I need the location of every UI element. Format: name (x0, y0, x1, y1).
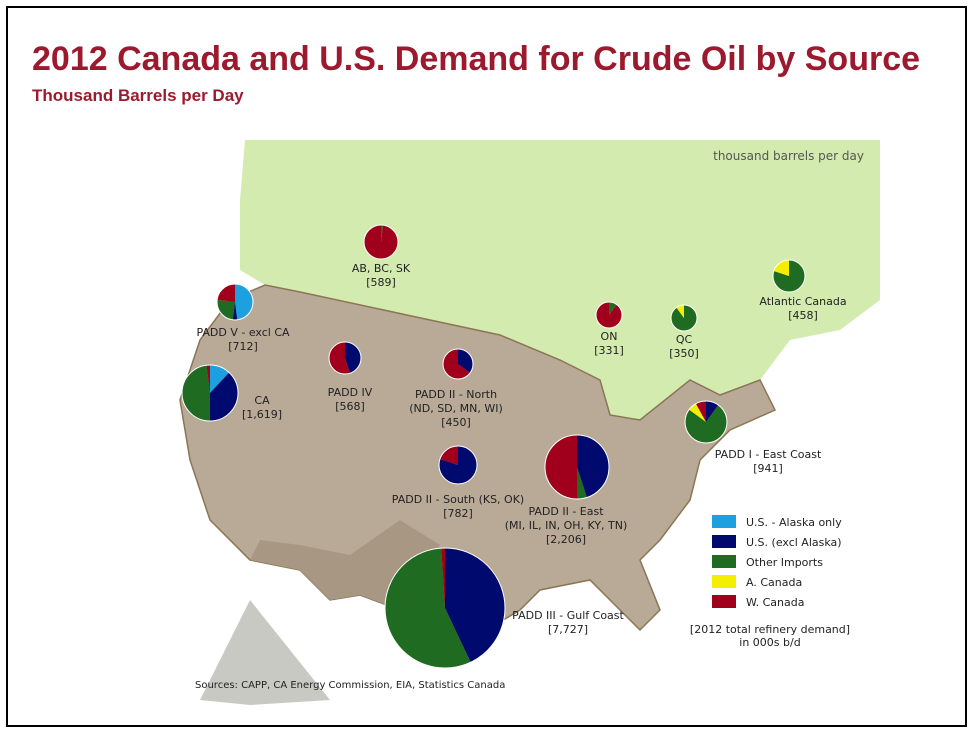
region-demand: [941] (753, 462, 783, 475)
pie-slice (684, 405, 727, 444)
footnote: [2012 total refinery demand] (690, 623, 850, 636)
legend-label: U.S. (excl Alaska) (746, 536, 842, 549)
pie-slice (181, 365, 210, 421)
pie-slice (773, 260, 789, 276)
sources: Sources: CAPP, CA Energy Commission, EIA… (195, 680, 505, 691)
region-label: PADD II - North (415, 388, 497, 401)
legend-label: W. Canada (746, 596, 804, 609)
pie-outline (384, 547, 506, 669)
region-label: (MI, IL, IN, OH, KY, TN) (505, 519, 628, 532)
region-demand: [1,619] (242, 408, 282, 421)
pie-outline (363, 224, 399, 260)
region-demand: [458] (788, 309, 818, 322)
region-label: AB, BC, SK (352, 262, 411, 275)
pie-slice (609, 302, 617, 315)
pie-slice (210, 365, 230, 393)
pie-slice (381, 225, 384, 242)
region-demand: [350] (669, 347, 699, 360)
pie-slice (689, 403, 706, 422)
region-demand: [331] (594, 344, 624, 357)
pie-slice (545, 435, 577, 499)
legend-swatch (712, 595, 736, 608)
region-label: PADD IV (328, 386, 373, 399)
region-demand: [782] (443, 507, 473, 520)
pie-slice (232, 302, 238, 320)
pie-outline (438, 445, 478, 485)
pie-slice (695, 401, 706, 422)
region-label: (ND, SD, MN, WI) (409, 402, 503, 415)
pie-slice (596, 302, 623, 329)
pie-slice (445, 548, 505, 663)
pie-slice (443, 349, 471, 380)
legend-swatch (712, 535, 736, 548)
legend-label: A. Canada (746, 576, 802, 589)
pie-outline (684, 400, 728, 444)
legend-label: U.S. - Alaska only (746, 516, 842, 529)
pie-slice (439, 446, 458, 465)
subtitle: Thousand Barrels per Day (32, 86, 244, 105)
pie-slice (217, 284, 235, 302)
pie-slice (438, 446, 477, 484)
region-label: PADD II - East (528, 505, 604, 518)
region-label: QC (676, 333, 693, 346)
pie-outline (328, 341, 362, 375)
region-label: ON (601, 330, 618, 343)
pie-slice (384, 548, 471, 669)
title: 2012 Canada and U.S. Demand for Crude Oi… (32, 40, 921, 78)
legend-swatch (712, 515, 736, 528)
canada (240, 140, 880, 420)
region-demand: [712] (228, 340, 258, 353)
pie-slice (210, 372, 239, 421)
region-label: PADD V - excl CA (196, 326, 290, 339)
pie-slice (706, 401, 719, 422)
pie-slice (206, 365, 210, 393)
region-demand: [2,206] (546, 533, 586, 546)
region-label: PADD I - East Coast (715, 448, 822, 461)
region-label: PADD II - South (KS, OK) (392, 493, 524, 506)
pie-slice (577, 467, 587, 499)
pie-outline (442, 348, 474, 380)
region-label: Atlantic Canada (759, 295, 846, 308)
region-label: CA (254, 394, 270, 407)
pie-outline (216, 283, 254, 321)
pie-slice (441, 548, 445, 608)
legend-label: Other Imports (746, 556, 823, 569)
pie-slice (364, 225, 398, 259)
pie-outline (670, 304, 698, 332)
footnote: in 000s b/d (739, 636, 800, 649)
legend-swatch (712, 575, 736, 588)
unit-note: thousand barrels per day (713, 149, 864, 163)
frame (6, 6, 967, 727)
pie-slice (577, 435, 609, 498)
region-demand: [450] (441, 416, 471, 429)
mexico (200, 600, 330, 705)
pie-slice (235, 284, 253, 320)
pie-outline (181, 364, 239, 422)
region-label: PADD III - Gulf Coast (512, 609, 624, 622)
pie-slice (676, 305, 684, 318)
region-demand: [589] (366, 276, 396, 289)
pie-slice (345, 342, 362, 374)
region-demand: [7,727] (548, 623, 588, 636)
pie-slice (458, 349, 473, 373)
legend-swatch (712, 555, 736, 568)
region-demand: [568] (335, 400, 365, 413)
pie-outline (772, 259, 806, 293)
pie-outline (544, 434, 610, 500)
pie-slice (217, 299, 235, 320)
pie-slice (329, 342, 350, 374)
pie-outline (595, 301, 623, 329)
